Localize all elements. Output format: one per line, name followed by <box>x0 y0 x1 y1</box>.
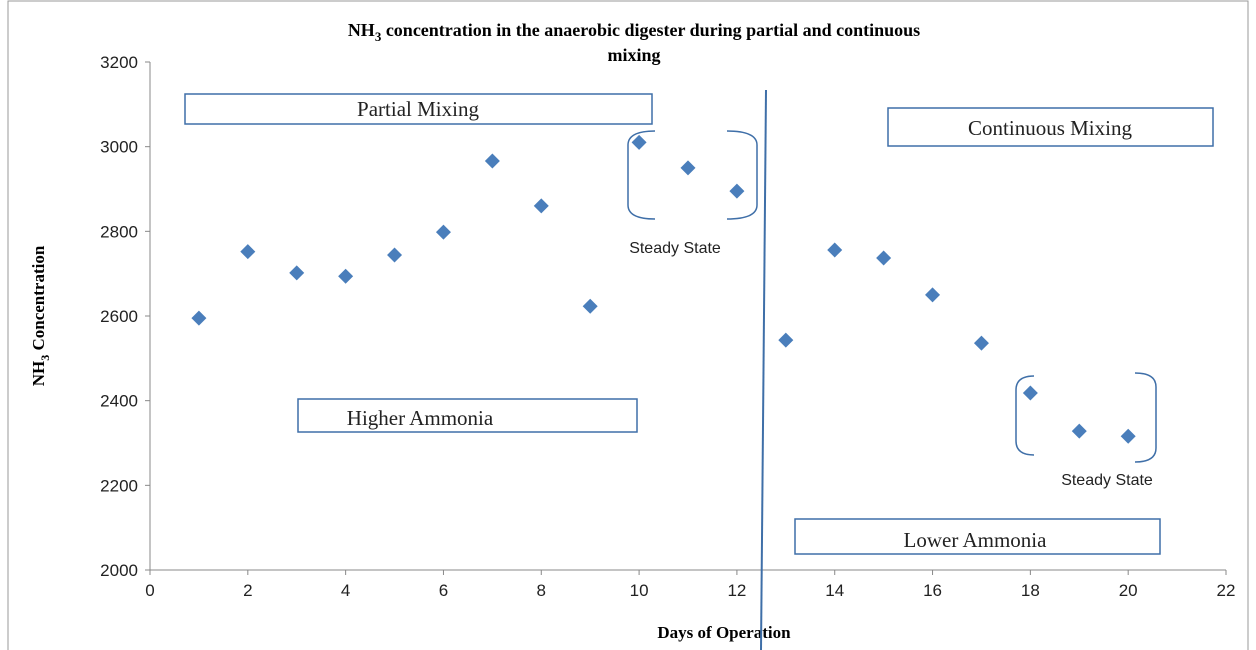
x-tick-label: 16 <box>923 581 942 600</box>
y-tick-label: 2000 <box>100 561 138 580</box>
annotation-box <box>794 518 1161 555</box>
frame <box>7 0 1249 650</box>
annotation: Continuous Mixing <box>968 116 1132 140</box>
annotation-box <box>887 107 1214 147</box>
data-point <box>582 298 598 314</box>
bracket <box>627 130 656 220</box>
data-point <box>1022 385 1038 401</box>
data-point <box>289 265 305 281</box>
y-title-subscript: 3 <box>38 355 52 361</box>
bracket <box>1134 372 1157 463</box>
x-tick-label: 12 <box>727 581 746 600</box>
data-point <box>484 153 500 169</box>
bracket <box>1015 375 1035 456</box>
y-tick-label: 3200 <box>100 53 138 72</box>
x-tick-label: 18 <box>1021 581 1040 600</box>
x-axis-title: Days of Operation <box>657 623 791 642</box>
data-point <box>1071 423 1087 439</box>
y-tick-label: 2400 <box>100 392 138 411</box>
annotation: Higher Ammonia <box>347 406 494 430</box>
data-point <box>387 247 403 263</box>
annotation-box <box>297 398 638 433</box>
y-title-part: NH <box>29 361 48 387</box>
y-axis-title: NH3 Concentration <box>29 245 52 386</box>
chart-title: NH3 concentration in the anaerobic diges… <box>348 20 920 44</box>
data-point <box>827 242 843 258</box>
data-point <box>729 183 745 199</box>
y-title-part: Concentration <box>29 245 48 355</box>
data-point <box>631 134 647 150</box>
data-point <box>191 310 207 326</box>
annotation: Steady State <box>629 240 721 257</box>
x-tick-label: 0 <box>145 581 154 600</box>
annotation: Steady State <box>1061 472 1153 489</box>
divider-line <box>760 89 767 650</box>
data-point <box>876 250 892 266</box>
x-tick-label: 10 <box>630 581 649 600</box>
y-tick-label: 2800 <box>100 222 138 241</box>
data-point <box>338 268 354 284</box>
data-point <box>925 287 941 303</box>
data-point <box>533 198 549 214</box>
annotation: Lower Ammonia <box>904 528 1048 552</box>
x-tick-label: 8 <box>537 581 546 600</box>
data-point <box>680 160 696 176</box>
data-point <box>435 224 451 240</box>
data-point <box>1120 428 1136 444</box>
x-tick-label: 6 <box>439 581 448 600</box>
y-tick-label: 3000 <box>100 138 138 157</box>
x-tick-label: 2 <box>243 581 252 600</box>
x-tick-label: 20 <box>1119 581 1138 600</box>
x-tick-label: 22 <box>1217 581 1236 600</box>
x-tick-label: 14 <box>825 581 844 600</box>
x-tick-label: 4 <box>341 581 350 600</box>
bracket <box>726 130 758 220</box>
title-subscript: 3 <box>375 29 382 44</box>
y-tick-label: 2200 <box>100 476 138 495</box>
y-tick-label: 2600 <box>100 307 138 326</box>
chart-title-line2: mixing <box>607 45 660 65</box>
data-point <box>778 332 794 348</box>
annotation: Partial Mixing <box>357 97 479 121</box>
annotation-box <box>184 93 653 125</box>
data-point <box>240 244 256 260</box>
title-part: NH <box>348 20 375 40</box>
data-point <box>973 335 989 351</box>
title-part: concentration in the anaerobic digester … <box>381 20 920 40</box>
